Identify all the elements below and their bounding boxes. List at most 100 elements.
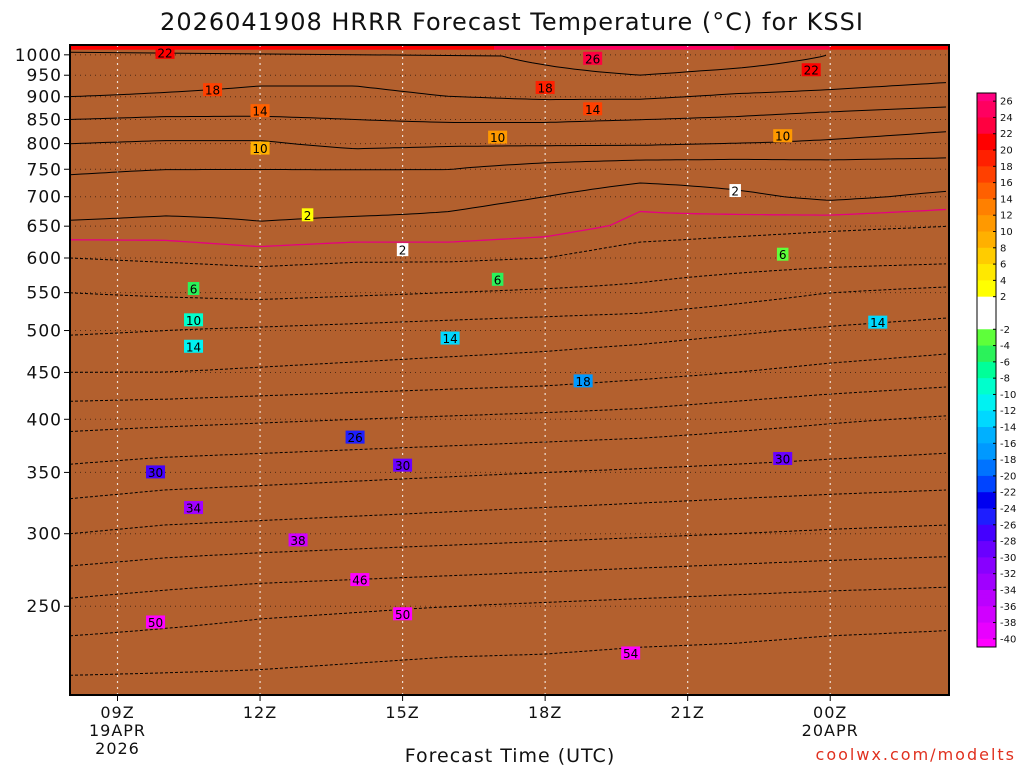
field-cell [198,45,207,49]
field-cell [134,45,143,49]
field-cell [734,45,743,49]
field-cell [182,45,191,49]
field-cell [542,45,551,49]
field-cell [422,45,431,49]
field-cell [750,45,759,49]
field-cell [918,45,927,49]
field-cell [814,45,823,49]
field-cell [854,45,863,49]
field-cell [838,45,847,49]
field-cell [670,45,679,49]
field-cell [742,45,751,49]
field-cell [230,45,239,49]
field-cell [262,45,271,49]
field-cell [350,45,359,49]
field-cell [214,45,223,49]
field-cell [478,45,487,49]
field-cell [454,45,463,49]
field-cell [806,45,815,49]
field-cell [878,45,887,49]
field-cell [190,45,199,49]
field-cell [718,45,727,49]
field-cell [446,45,455,49]
field-cell [758,45,767,49]
field-cell [902,45,911,49]
field-cell [566,45,575,49]
field-cell [318,45,327,49]
field-cell [142,45,151,49]
temperature-fill-area [70,45,949,695]
field-cell [558,45,567,49]
field-cell [550,45,559,49]
field-cell [534,45,543,49]
field-cell [942,45,949,49]
field-cell [686,45,695,49]
field-cell [366,45,375,49]
field-cell [390,45,399,49]
field-cell [86,45,95,49]
field-cell [790,45,799,49]
field-cell [206,45,215,49]
field-cell [358,45,367,49]
field-cell [574,45,583,49]
field-cell [94,45,103,49]
field-cell [222,45,231,49]
field-cell [470,45,479,49]
field-cell [406,45,415,49]
field-cell [862,45,871,49]
field-cell [910,45,919,49]
field-cell [294,45,303,49]
field-cell [70,45,79,49]
field-cell [622,45,631,49]
field-cell [678,45,687,49]
field-cell [702,45,711,49]
field-cell [486,45,495,49]
field-cell [310,45,319,49]
field-cell [654,45,663,49]
field-cell [342,45,351,49]
field-cell [662,45,671,49]
field-cell [78,45,87,49]
field-cell [646,45,655,49]
field-cell [774,45,783,49]
field-cell [374,45,383,49]
field-cell [254,45,263,49]
field-cell [870,45,879,49]
field-cell [110,45,119,49]
field-cell [846,45,855,49]
field-cell [174,45,183,49]
field-cell [598,45,607,49]
field-cell [382,45,391,49]
field-cell [510,45,519,49]
field-cell [526,45,535,49]
field-cell [126,45,135,49]
field-cell [150,45,159,49]
field-cell [118,45,127,49]
field-cell [286,45,295,49]
field-cell [934,45,943,49]
field-cell [726,45,735,49]
field-cell [894,45,903,49]
field-cell [830,45,839,49]
field-cell [766,45,775,49]
field-cell [926,45,935,49]
field-cell [822,45,831,49]
field-cell [438,45,447,49]
field-cell [414,45,423,49]
field-cell [462,45,471,49]
chart-title: 2026041908 HRRR Forecast Temperature (°C… [160,8,864,36]
field-cell [886,45,895,49]
field-cell [590,45,599,49]
field-cell [494,45,503,49]
field-cell [614,45,623,49]
field-cell [782,45,791,49]
field-cell [694,45,703,49]
field-cell [334,45,343,49]
field-cell [102,45,111,49]
field-cell [270,45,279,49]
field-cell [518,45,527,49]
field-cell [606,45,615,49]
field-cell [278,45,287,49]
field-cell [238,45,247,49]
